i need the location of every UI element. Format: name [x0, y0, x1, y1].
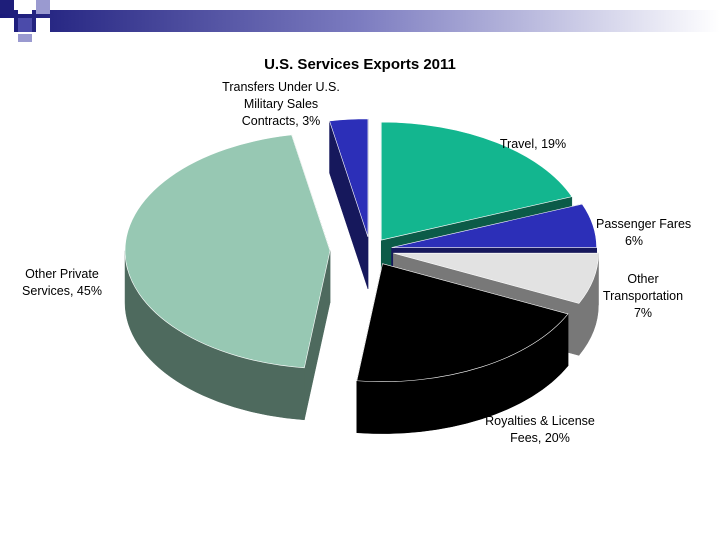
slice-label-other-private-services: Other Private Services, 45% [22, 267, 102, 298]
slice-label-passenger-fares: Passenger Fares 6% [596, 217, 692, 248]
pie-slice-royalties [356, 263, 569, 434]
pie-slice-top-other-transportation [393, 252, 599, 304]
header-square [36, 0, 50, 14]
chart-title: U.S. Services Exports 2011 [264, 56, 456, 73]
pie-slice-top-passenger-fares [391, 203, 597, 248]
slice-label-military-sales: Transfers Under U.S. Military Sales Cont… [222, 80, 340, 128]
slice-label-royalties: Royalties & License Fees, 20% [485, 414, 595, 445]
pie-slice-military-sales [329, 118, 369, 289]
slice-label-travel: Travel, 19% [499, 137, 567, 151]
header-square [18, 18, 32, 32]
slice-label-other-transportation: Other Transportation 7% [602, 272, 684, 320]
header-decoration [0, 0, 720, 42]
header-square [0, 0, 14, 14]
pie-slice-top-travel [380, 121, 573, 241]
header-square [0, 18, 14, 32]
pie-slice-top-royalties [356, 263, 569, 382]
header-gradient-bar [0, 10, 720, 32]
header-square [18, 0, 32, 14]
pie-slice-other-private-services [124, 134, 331, 421]
pie-slice-top-other-private-services [124, 134, 331, 369]
header-square [18, 34, 32, 42]
header-square [36, 18, 50, 32]
pie-slice-top-military-sales [329, 118, 369, 237]
